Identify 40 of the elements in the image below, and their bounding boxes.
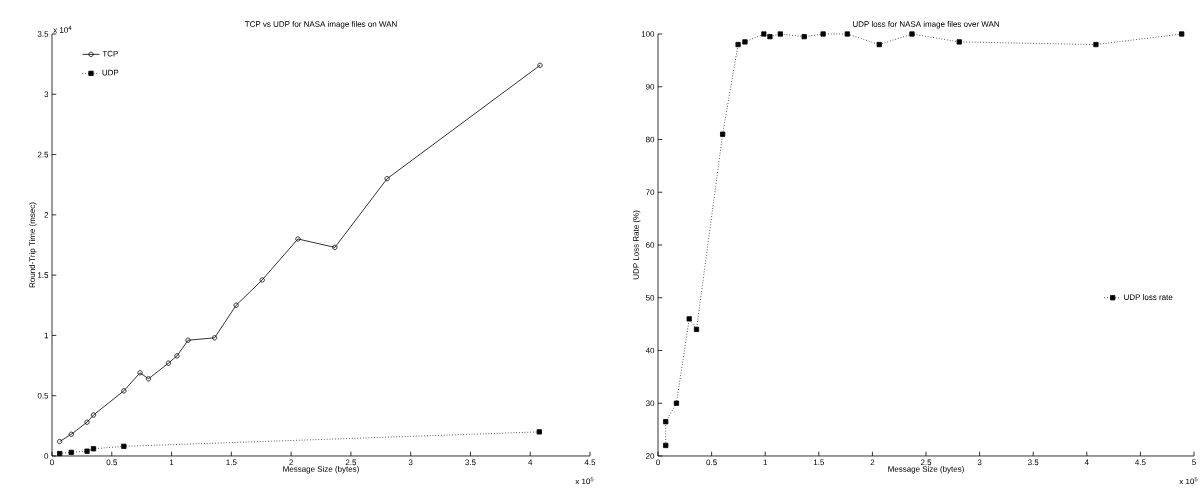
point [673, 400, 680, 406]
point [212, 335, 218, 341]
point [663, 419, 669, 425]
point [145, 376, 152, 382]
point [844, 31, 850, 37]
point [84, 419, 90, 425]
point [68, 449, 74, 455]
point [742, 39, 748, 45]
point [1179, 31, 1185, 37]
point [777, 31, 783, 37]
point [121, 388, 127, 394]
point [384, 176, 390, 182]
point [801, 34, 807, 40]
point [956, 39, 962, 45]
point [90, 412, 97, 418]
point [57, 450, 63, 457]
point [820, 31, 826, 37]
point [90, 446, 97, 452]
point [693, 326, 700, 332]
point [720, 131, 726, 137]
point [185, 337, 191, 343]
point [68, 431, 74, 437]
point [259, 277, 265, 283]
point [174, 353, 180, 359]
point [84, 448, 90, 454]
point [876, 41, 882, 48]
point [767, 34, 773, 40]
point [735, 41, 741, 48]
point [663, 442, 669, 449]
point [909, 31, 915, 37]
point [536, 429, 542, 435]
point [332, 244, 338, 250]
point [761, 31, 767, 37]
point [165, 360, 172, 366]
point [121, 443, 127, 449]
point [233, 302, 239, 308]
point [1093, 41, 1099, 48]
point [686, 316, 692, 322]
point [295, 236, 301, 242]
point [137, 370, 143, 376]
